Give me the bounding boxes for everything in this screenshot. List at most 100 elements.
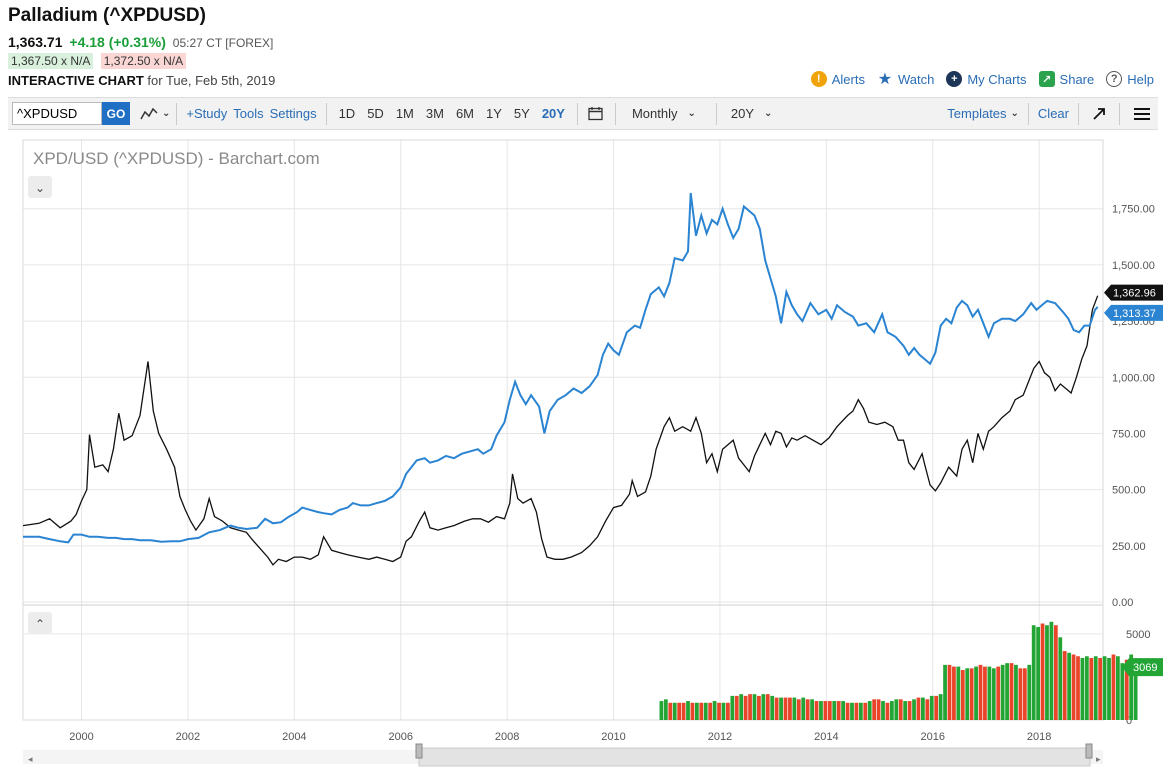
volume-bar <box>996 666 1001 720</box>
divider <box>1078 102 1079 125</box>
clear-button[interactable]: Clear <box>1037 106 1069 121</box>
chart-type-dropdown[interactable]: ⌄ <box>140 107 170 121</box>
price-lines <box>22 192 1099 566</box>
timeframe-1m[interactable]: 1M <box>395 106 414 121</box>
volume-bar <box>991 668 996 720</box>
grid <box>23 140 1103 721</box>
volume-bar <box>1129 654 1134 720</box>
help-button[interactable]: ? Help <box>1106 71 1154 87</box>
calendar-button[interactable] <box>588 106 603 121</box>
last-price-label: 1,362.96 <box>1104 284 1163 301</box>
divider <box>176 102 178 125</box>
collapse-volume-button[interactable]: ⌃ <box>28 612 52 634</box>
x-tick-label: 2000 <box>69 731 93 743</box>
volume-bar <box>734 695 739 720</box>
menu-button[interactable] <box>1134 107 1150 120</box>
volume-bar <box>1031 625 1036 720</box>
volume-bar <box>721 702 726 720</box>
volume-bar <box>708 702 713 720</box>
volume-bar <box>947 664 952 720</box>
volume-bar <box>1098 657 1103 720</box>
volume-bar <box>1080 657 1085 720</box>
palladium-price-line[interactable] <box>22 295 1099 566</box>
timeframe-1y[interactable]: 1Y <box>486 106 502 121</box>
volume-bar <box>1022 668 1027 720</box>
timeframe-5y[interactable]: 5Y <box>513 106 530 121</box>
scrollbar-thumb[interactable] <box>418 747 1091 767</box>
volume-bar <box>858 702 863 720</box>
volume-bar <box>712 701 717 720</box>
last-value-labels: 1,362.96 1,313.37 3069 <box>1104 284 1163 677</box>
interactive-chart-title: INTERACTIVE CHART <box>8 73 144 88</box>
interactive-chart-date: for Tue, Feb 5th, 2019 <box>143 73 276 88</box>
scroll-handle-left[interactable] <box>415 743 423 759</box>
volume-bar <box>1005 663 1009 720</box>
volume-bar <box>761 694 766 720</box>
volume-bar <box>1107 657 1111 720</box>
volume-bar <box>1009 663 1014 720</box>
timeframe-6m[interactable]: 6M <box>455 106 475 121</box>
volume-bar <box>770 695 775 720</box>
y-tick-label: 1,500.00 <box>1112 260 1155 272</box>
volume-bar <box>978 664 983 720</box>
timeframe-3m[interactable]: 3M <box>425 106 444 121</box>
volume-bar <box>974 666 978 720</box>
alerts-label: Alerts <box>831 71 865 87</box>
chevron-up-icon: ⌃ <box>35 617 45 631</box>
timeframe-20y[interactable]: 20Y <box>541 106 565 121</box>
last-volume-label: 3069 <box>1122 658 1163 677</box>
volume-bar <box>872 699 877 720</box>
range-dropdown[interactable]: 20Y ⌄ <box>731 106 773 121</box>
volume-bar <box>983 666 987 720</box>
comparison-line[interactable] <box>23 192 1099 544</box>
alerts-button[interactable]: ! Alerts <box>810 71 865 87</box>
volume-bar <box>1102 656 1107 720</box>
volume-bar <box>672 702 677 720</box>
go-button[interactable]: GO <box>102 102 130 125</box>
volume-bar <box>934 695 939 720</box>
settings-button[interactable]: Settings <box>269 106 317 121</box>
x-tick-label: 2016 <box>921 731 945 743</box>
volume-bar <box>841 701 846 720</box>
expand-button[interactable] <box>1093 107 1105 120</box>
volume-bar <box>765 694 770 720</box>
volume-bar <box>916 697 921 720</box>
volume-bar <box>796 699 801 720</box>
my-charts-button[interactable]: + My Charts <box>946 71 1027 87</box>
volume-bar <box>730 695 735 720</box>
last-volume-text: 3069 <box>1133 662 1157 674</box>
volume-bar <box>699 702 704 720</box>
my-charts-label: My Charts <box>967 71 1027 87</box>
volume-bar <box>819 701 823 720</box>
tools-button[interactable]: Tools <box>233 106 264 121</box>
watch-button[interactable]: ★ Watch <box>877 71 935 88</box>
scroll-left-icon[interactable]: ◂ <box>28 754 33 764</box>
calendar-icon <box>588 107 603 121</box>
x-tick-label: 2002 <box>176 731 200 743</box>
timeframe-1d[interactable]: 1D <box>338 106 356 121</box>
volume-bar <box>987 666 992 720</box>
symbol-input[interactable] <box>12 102 102 125</box>
volume-bar <box>898 699 903 720</box>
time-scrollbar[interactable]: ◂ ▸ <box>23 743 1103 767</box>
share-label: Share <box>1059 71 1095 87</box>
interval-dropdown[interactable]: Monthly ⌄ <box>632 106 696 121</box>
volume-bar <box>694 702 699 720</box>
volume-bar <box>850 702 854 720</box>
volume-bar <box>743 695 748 720</box>
bid-badge: 1,367.50 x N/A <box>8 53 94 69</box>
scroll-right-icon[interactable]: ▸ <box>1096 754 1101 764</box>
volume-bar <box>1124 659 1129 720</box>
volume-bar <box>1133 667 1138 720</box>
volume-bar <box>965 668 970 720</box>
scroll-handle-right[interactable] <box>1085 743 1093 759</box>
share-button[interactable]: ↗ Share <box>1038 71 1095 87</box>
templates-dropdown[interactable]: Templates ⌄ <box>947 106 1019 121</box>
volume-bar <box>969 668 974 720</box>
volume-bar <box>1018 668 1023 720</box>
timeframe-5d[interactable]: 5D <box>367 106 384 121</box>
collapse-main-button[interactable]: ⌄ <box>28 176 52 198</box>
add-study-button[interactable]: +Study <box>186 106 228 121</box>
divider <box>715 102 717 125</box>
price-chart[interactable]: XPD/USD (^XPDUSD) - Barchart.com ⌄ ⌃ 1,7… <box>0 130 1169 771</box>
